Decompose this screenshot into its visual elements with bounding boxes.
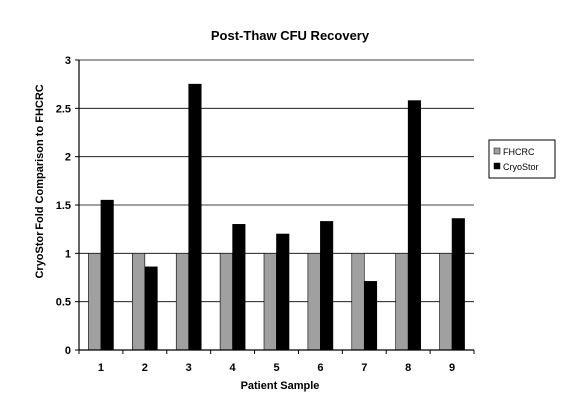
x-tick-label: 1 xyxy=(98,362,104,374)
bar-fhcrc-8 xyxy=(395,253,409,351)
y-tick-label: 2.5 xyxy=(56,103,71,115)
x-tick-label: 6 xyxy=(317,362,323,374)
bar-cryostor-1 xyxy=(100,199,114,351)
legend-box xyxy=(488,139,556,179)
bar-cryostor-9 xyxy=(451,218,465,351)
bar-cryostor-2 xyxy=(144,266,158,351)
legend-label-fhcrc: FHCRC xyxy=(503,147,535,157)
bar-fhcrc-9 xyxy=(439,253,453,351)
bar-cryostor-6 xyxy=(320,221,334,351)
bar-cryostor-4 xyxy=(232,224,246,351)
y-tick-label: 2 xyxy=(65,152,71,164)
plot-area: 0 0.5 1 1.5 2 2.5 3 1 2 3 4 5 6 7 8 9 xyxy=(56,55,475,374)
y-tick-label: 1.5 xyxy=(56,200,71,212)
y-tick-label: 0 xyxy=(65,345,71,357)
bar-fhcrc-2 xyxy=(132,253,146,351)
x-tick-label: 8 xyxy=(405,362,411,374)
x-tick-label: 3 xyxy=(186,362,192,374)
y-tick-label: 3 xyxy=(65,55,71,67)
x-axis-title: Patient Sample xyxy=(241,380,320,392)
x-tick-label: 2 xyxy=(142,362,148,374)
legend-label-cryostor: CryoStor xyxy=(503,162,539,172)
bar-fhcrc-1 xyxy=(88,253,102,351)
y-tick-label: 0.5 xyxy=(56,297,71,309)
bar-cryostor-7 xyxy=(363,281,378,351)
y-axis-title: CryoStor Fold Comparison to FHCRC xyxy=(34,84,46,278)
bar-fhcrc-5 xyxy=(263,253,277,351)
bar-cryostor-8 xyxy=(407,100,421,351)
x-tick-label: 7 xyxy=(361,362,367,374)
bar-fhcrc-7 xyxy=(351,253,365,351)
x-tick-label: 4 xyxy=(230,362,237,374)
y-axis-title-line-1: CryoStor xyxy=(34,231,46,279)
bar-cryostor-3 xyxy=(188,83,202,351)
bar-fhcrc-3 xyxy=(175,253,190,351)
chart-title: Post-Thaw CFU Recovery xyxy=(211,28,370,43)
bar-fhcrc-4 xyxy=(219,253,233,351)
y-axis-title-line-2: Fold Comparison to FHCRC xyxy=(34,84,46,229)
x-tick-label: 9 xyxy=(449,362,455,374)
legend-swatch-fhcrc xyxy=(493,147,501,155)
legend-swatch-cryostor xyxy=(493,162,501,170)
bar-cryostor-5 xyxy=(276,233,290,351)
x-tick-label: 5 xyxy=(273,362,279,374)
y-tick-label: 1 xyxy=(65,248,71,260)
bar-fhcrc-6 xyxy=(307,253,321,351)
legend: FHCRC CryoStor xyxy=(488,139,556,179)
